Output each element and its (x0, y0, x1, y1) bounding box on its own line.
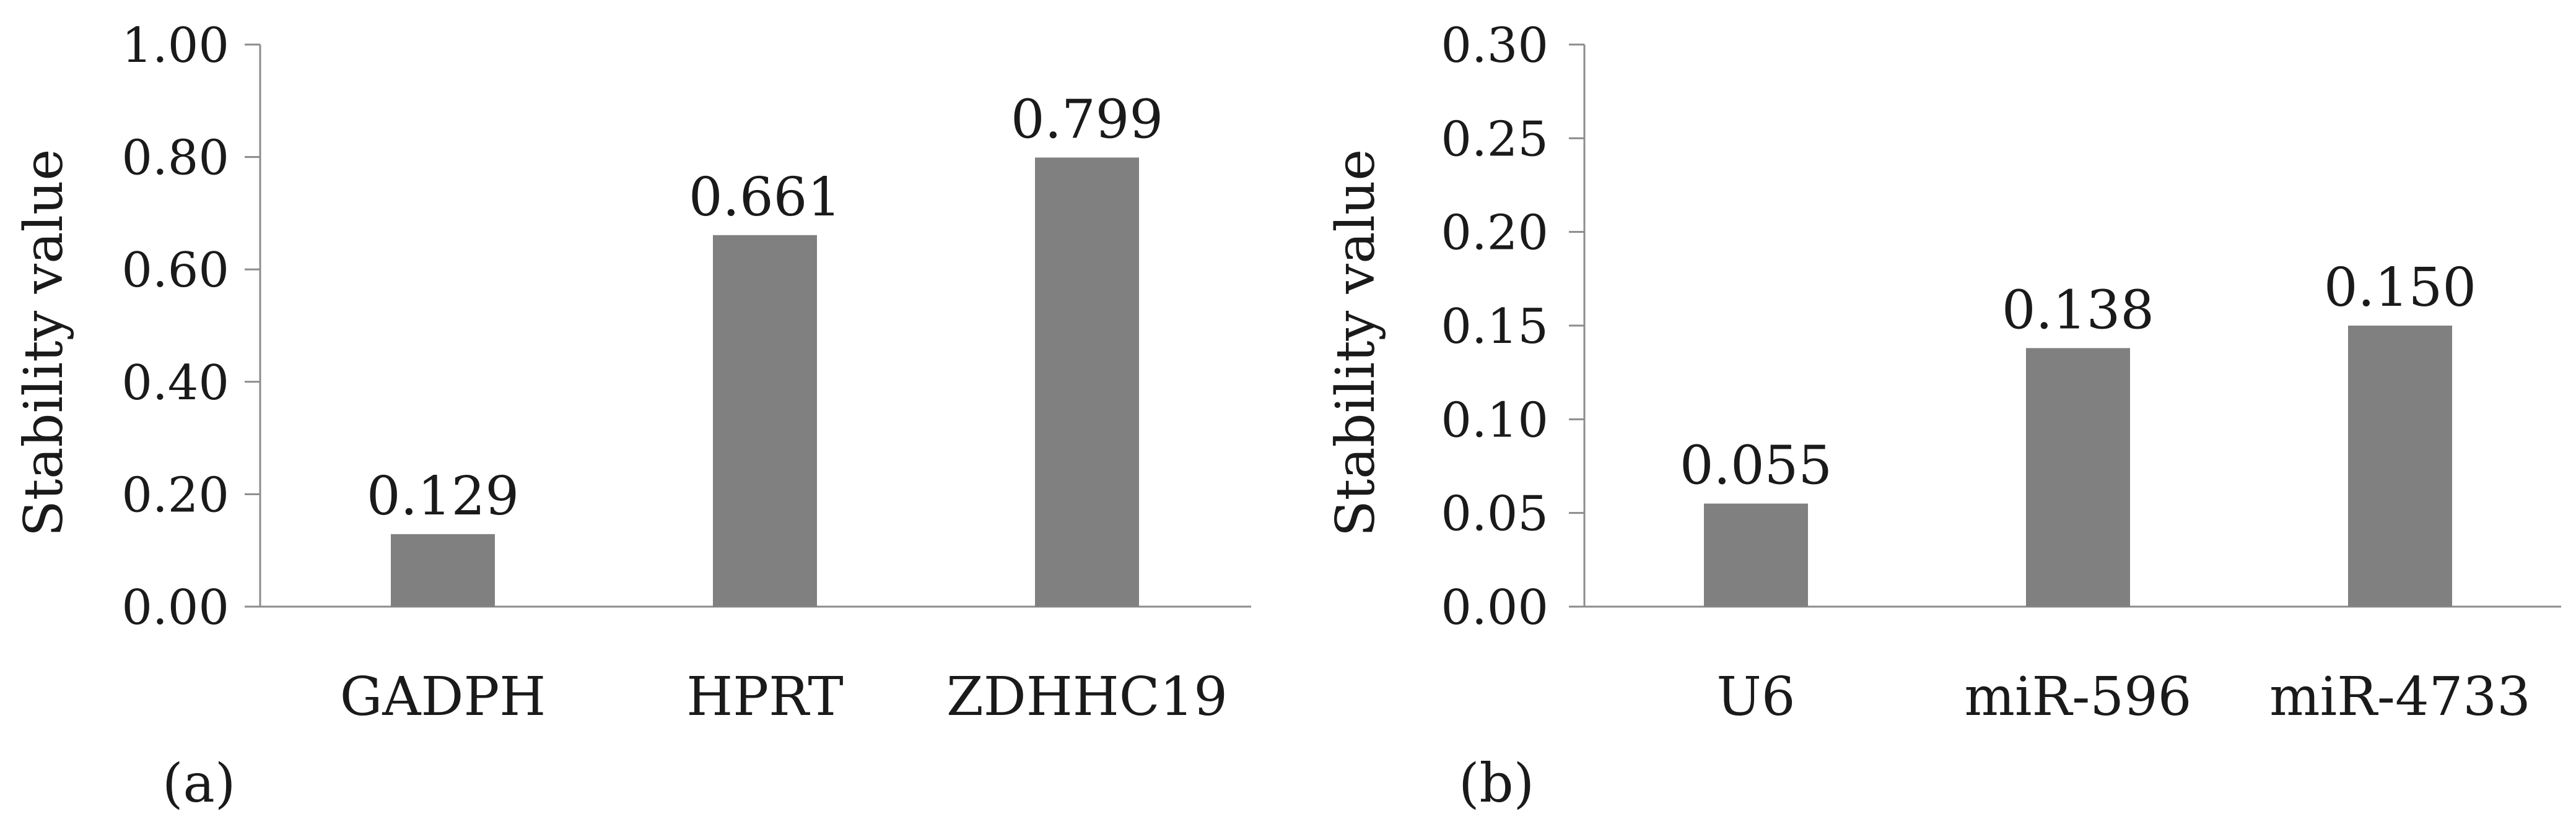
y-tick-label: 0.00 (1441, 580, 1548, 636)
data-label: 0.661 (689, 167, 841, 228)
bar-mir-4733 (2348, 326, 2452, 607)
y-tick-label: 0.25 (1441, 111, 1548, 167)
chart-panel-b: 0.00 0.05 0.10 0.15 0.20 0.25 0.30 Stability va… (1325, 18, 2561, 815)
data-label: 0.799 (1011, 89, 1163, 151)
y-tick-label: 0.80 (121, 131, 229, 186)
y-axis-label: Stability value (13, 149, 75, 537)
panel-label: (a) (162, 753, 235, 815)
y-tick-label: 0.40 (121, 355, 229, 411)
y-tick-label: 0.15 (1441, 299, 1548, 355)
y-tick-label: 0.00 (121, 580, 229, 636)
y-tick-label: 0.20 (121, 467, 229, 523)
category-label: miR-596 (1964, 666, 2191, 728)
bar-gadph (391, 534, 495, 607)
bar-zdhhc19 (1035, 157, 1139, 607)
y-tick-label: 0.05 (1441, 487, 1548, 542)
data-label: 0.138 (2002, 279, 2154, 341)
y-tick-label: 0.10 (1441, 392, 1548, 448)
bar-mir-596 (2026, 348, 2130, 607)
category-label: ZDHHC19 (946, 666, 1228, 728)
data-label: 0.129 (367, 465, 519, 527)
category-label: GADPH (340, 666, 546, 728)
y-tick-label: 0.20 (1441, 206, 1548, 261)
data-label: 0.150 (2324, 257, 2476, 319)
category-label: U6 (1716, 666, 1795, 728)
y-tick-label: 0.30 (1441, 18, 1548, 74)
chart-panel-a: 0.00 0.20 0.40 0.60 0.80 1.00 Stability value 0… (13, 18, 1251, 815)
y-tick-label: 1.00 (121, 18, 229, 74)
data-label: 0.055 (1680, 435, 1832, 497)
bar-hprt (713, 235, 817, 607)
category-label: miR-4733 (2269, 666, 2531, 728)
panel-label: (b) (1459, 753, 1534, 815)
y-tick-label: 0.60 (121, 243, 229, 298)
category-label: HPRT (686, 666, 843, 728)
y-axis-label: Stability value (1325, 149, 1387, 537)
bar-u6 (1704, 503, 1808, 607)
